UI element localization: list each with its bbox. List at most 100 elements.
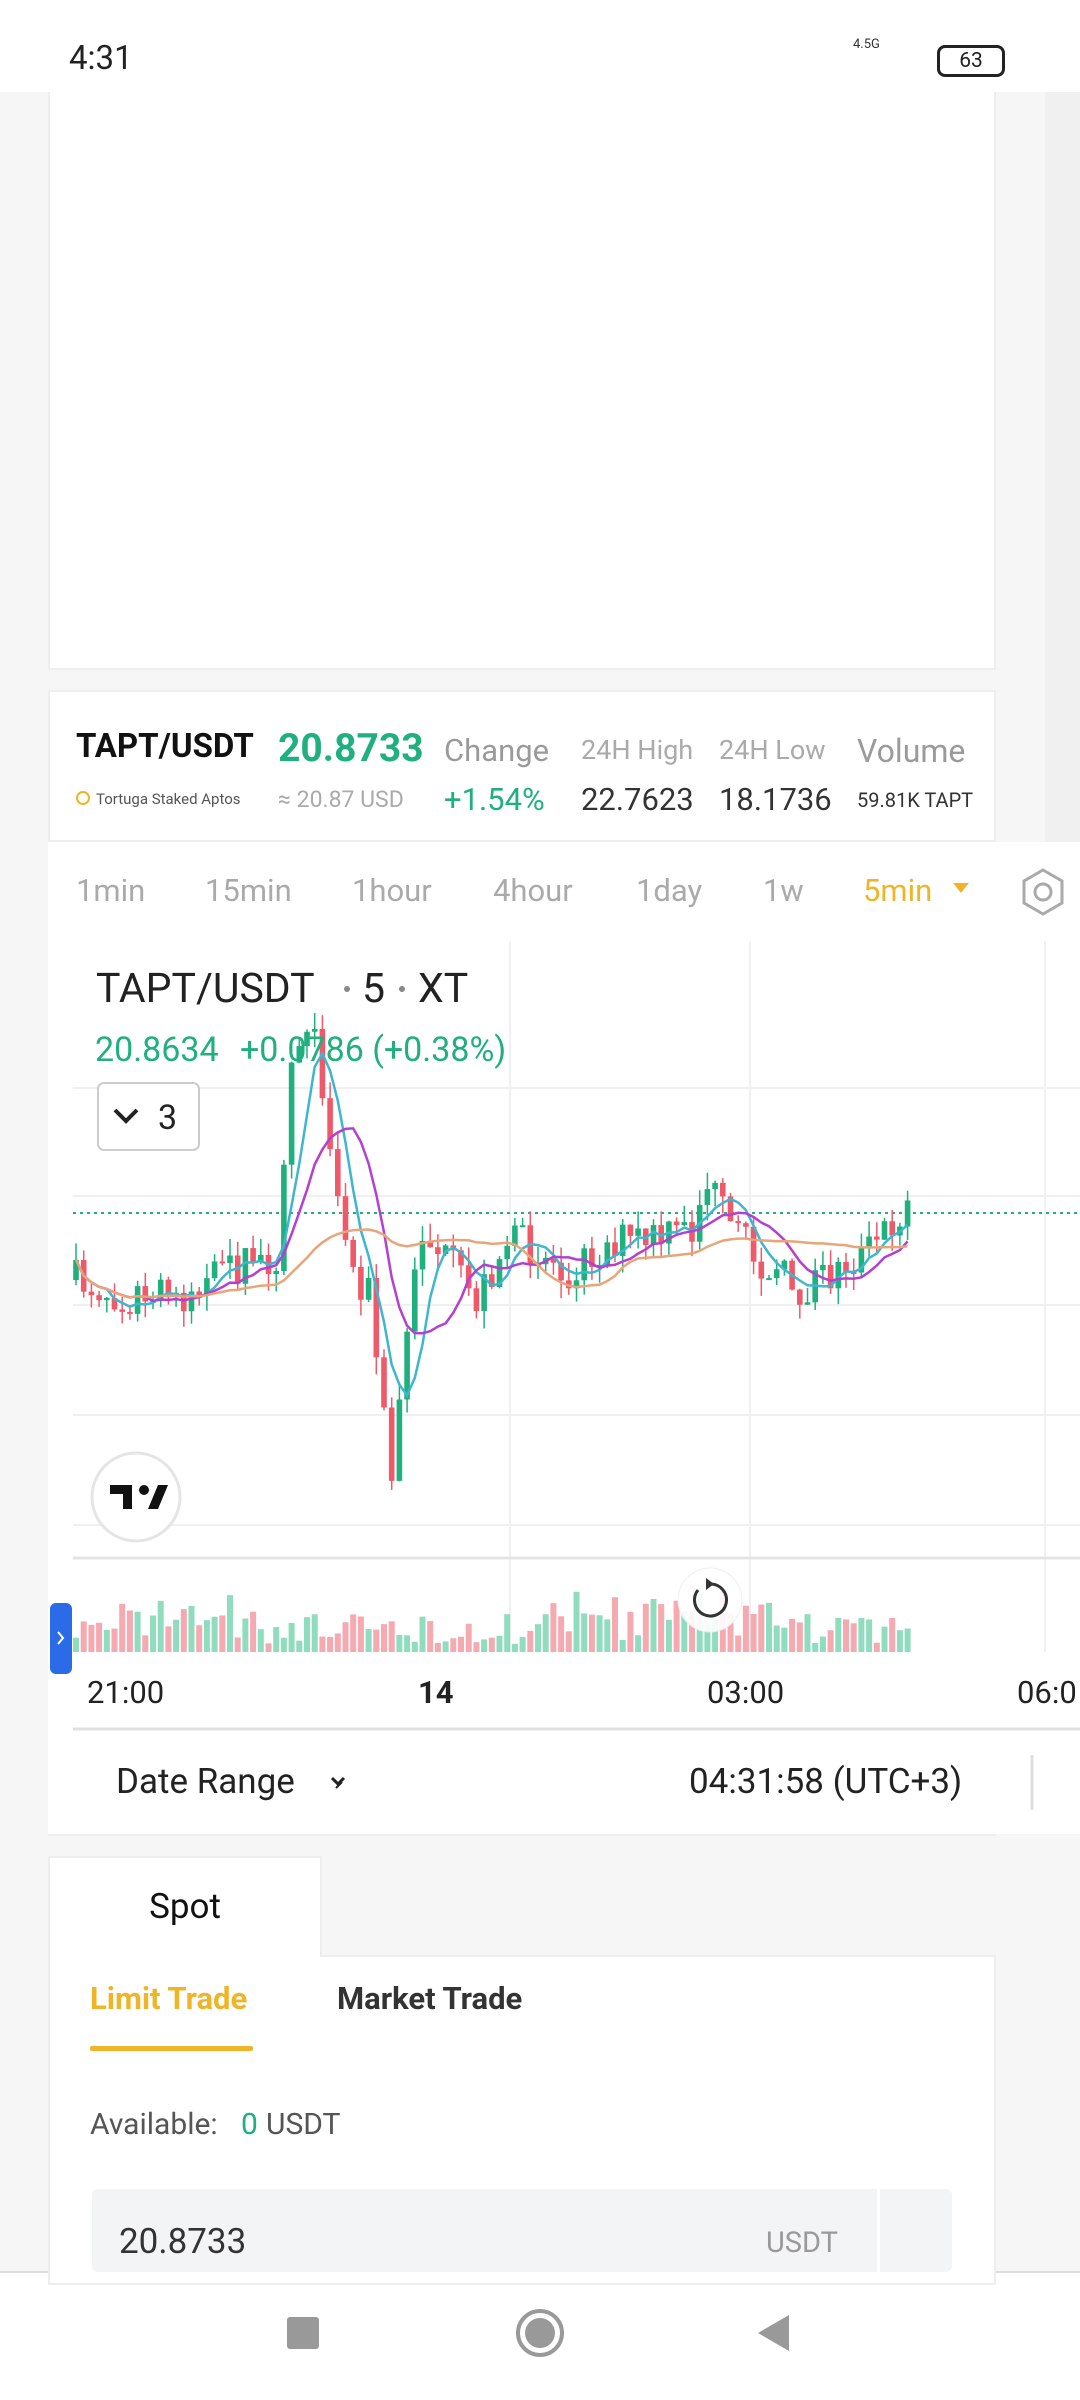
candle-body xyxy=(250,1248,256,1263)
interval-button[interactable]: 1w xyxy=(763,872,804,909)
volume-bar xyxy=(827,1630,834,1652)
trade-mode[interactable]: Limit Trade xyxy=(90,1980,248,2017)
price-input[interactable] xyxy=(92,2189,952,2272)
candle-body xyxy=(681,1222,688,1226)
candle-body xyxy=(142,1286,149,1302)
candle-body xyxy=(766,1278,772,1281)
candle-body xyxy=(481,1274,487,1311)
volume-bar xyxy=(681,1611,688,1652)
interval-button[interactable]: 1hour xyxy=(352,872,432,909)
volume-bar xyxy=(535,1624,541,1652)
moving-average xyxy=(74,1228,908,1299)
volume-bar xyxy=(404,1635,411,1652)
candle-body xyxy=(758,1261,765,1279)
tv-logo-mark xyxy=(139,1485,149,1495)
indicator-toggle[interactable] xyxy=(97,1082,200,1151)
volume-bar xyxy=(242,1618,249,1652)
date-range-button[interactable]: Date Range xyxy=(116,1761,295,1802)
volume-bar xyxy=(496,1635,503,1652)
time-label: 21:00 xyxy=(87,1674,165,1711)
side-tab[interactable] xyxy=(50,1603,72,1674)
moving-average xyxy=(74,1127,909,1335)
price-input-value: 20.8733 xyxy=(119,2221,247,2262)
home-button[interactable] xyxy=(516,2309,564,2357)
volume-bar xyxy=(735,1635,742,1652)
interval-button[interactable]: 1min xyxy=(76,872,146,909)
settings-button[interactable] xyxy=(1022,868,1064,916)
volume-bar xyxy=(635,1635,642,1652)
interval-button[interactable]: 4hour xyxy=(493,872,573,909)
volume-bar xyxy=(727,1613,734,1652)
volume-bar xyxy=(850,1623,857,1652)
volume-bar xyxy=(250,1611,257,1652)
candle-body xyxy=(558,1262,564,1281)
reset-button[interactable] xyxy=(677,1567,743,1633)
volume-bar xyxy=(373,1629,380,1652)
candle-body xyxy=(304,1031,310,1047)
interval-button[interactable]: 15min xyxy=(205,872,292,909)
trade-mode[interactable]: Market Trade xyxy=(337,1980,523,2017)
back-button[interactable] xyxy=(758,2315,789,2351)
volume-bar xyxy=(227,1595,233,1652)
tv-logo[interactable] xyxy=(90,1451,182,1543)
candle-body xyxy=(219,1261,226,1264)
volume-bar xyxy=(673,1600,680,1652)
interval-button[interactable]: 1day xyxy=(636,872,703,909)
interval-button[interactable]: 5min xyxy=(863,872,933,909)
volume-bar xyxy=(873,1642,880,1652)
candle-body xyxy=(381,1357,387,1408)
volume-bar xyxy=(796,1622,803,1652)
volume-bar xyxy=(573,1591,580,1652)
volume-bar xyxy=(327,1636,334,1652)
volume-bar xyxy=(434,1642,441,1652)
volume-bar xyxy=(304,1617,310,1652)
stat-label: Change xyxy=(444,732,550,769)
blank-panel xyxy=(48,92,996,670)
status-time: 4:31 xyxy=(69,39,133,78)
spot-tab[interactable] xyxy=(48,1856,322,1957)
volume-bar xyxy=(766,1602,772,1652)
tv-logo-mark xyxy=(110,1485,168,1509)
divider xyxy=(48,1834,996,1836)
divider xyxy=(877,2189,880,2272)
volume-bar xyxy=(658,1604,665,1652)
candle-body xyxy=(589,1248,595,1268)
candle-body xyxy=(181,1292,187,1312)
chevron xyxy=(113,1108,139,1124)
volume-bar xyxy=(280,1637,287,1652)
volume-bar xyxy=(627,1611,634,1652)
candle-body xyxy=(712,1182,718,1190)
candle-body xyxy=(104,1297,110,1301)
chevron xyxy=(330,1776,346,1787)
recents-button[interactable] xyxy=(287,2317,319,2349)
volume-bar xyxy=(758,1604,765,1652)
volume-bar xyxy=(458,1636,464,1652)
volume-bar xyxy=(619,1640,626,1652)
pair: TAPT/USDT xyxy=(76,727,254,766)
candle-body xyxy=(404,1331,410,1400)
candle-body xyxy=(627,1224,634,1236)
chart-last: 20.8634 xyxy=(95,1030,219,1070)
volume-bar xyxy=(396,1635,403,1652)
reset-icon xyxy=(706,1578,714,1590)
volume-bar xyxy=(750,1613,757,1652)
volume-bar xyxy=(196,1625,203,1652)
volume-bar xyxy=(334,1633,341,1652)
volume-bar xyxy=(565,1631,572,1652)
volume-bar xyxy=(296,1640,303,1652)
volume-bar xyxy=(142,1635,149,1652)
volume-bar xyxy=(211,1616,218,1652)
chart-exchange: XT xyxy=(418,965,469,1013)
candle-body xyxy=(157,1279,164,1301)
candle-body xyxy=(904,1200,911,1227)
candle-body xyxy=(419,1240,426,1270)
candle-body xyxy=(843,1261,849,1273)
candle-body xyxy=(211,1261,218,1279)
candle-body xyxy=(388,1407,395,1481)
time-label: 14 xyxy=(418,1674,454,1711)
candle-body xyxy=(396,1399,403,1481)
volume-bar xyxy=(511,1643,518,1652)
candle-body xyxy=(889,1221,895,1236)
candle-body xyxy=(673,1221,680,1226)
